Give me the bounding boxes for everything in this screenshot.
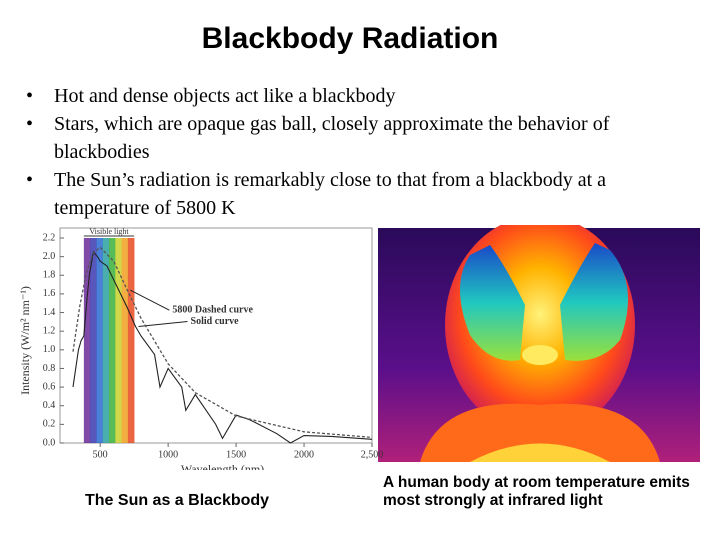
y-tick-label: 0.4 <box>43 400 56 411</box>
y-tick-label: 1.0 <box>43 344 56 355</box>
y-tick-label: 2.0 <box>43 251 56 262</box>
x-axis-label: Wavelength (nm) <box>181 462 264 470</box>
y-tick-label: 0.8 <box>43 363 56 374</box>
band-stripe <box>109 238 116 443</box>
band-stripe <box>121 238 129 443</box>
y-tick-label: 0.2 <box>43 419 56 430</box>
band-stripe <box>96 238 104 443</box>
caption: The Sun as a Blackbody <box>85 492 270 509</box>
x-tick-label: 1000 <box>158 449 178 460</box>
caption: A human body at room temperature emits m… <box>383 474 690 509</box>
series-line <box>72 250 373 444</box>
y-axis-label: Intensity (W/m² nm⁻¹) <box>18 286 32 395</box>
band-stripe <box>115 238 122 443</box>
bullet: Hot and dense objects act like a blackbo… <box>22 82 702 110</box>
bullet-list: Hot and dense objects act like a blackbo… <box>22 82 702 222</box>
y-tick-label: 1.6 <box>43 288 56 299</box>
annotation-arrow <box>130 289 170 311</box>
y-tick-label: 2.2 <box>43 232 56 243</box>
x-tick-label: 1500 <box>226 449 246 460</box>
y-tick-label: 1.2 <box>43 325 56 336</box>
series-annotation: Solid curve <box>191 316 240 327</box>
band-label: Visible light <box>89 227 129 236</box>
spectrum-chart: Visible light 0.0 0.2 0.4 0.6 0.8 1.0 1.2 1.4 1.6… <box>18 227 384 470</box>
slide-title: Blackbody Radiation <box>201 22 499 55</box>
bullet: The Sun’s radiation is remarkably close … <box>22 166 702 222</box>
y-tick-label: 1.4 <box>43 307 56 318</box>
bullet: Stars, which are opaque gas ball, closel… <box>22 110 702 166</box>
y-tick-label: 0.0 <box>43 437 56 448</box>
x-tick-label: 500 <box>93 449 108 460</box>
thermal-image <box>378 225 700 462</box>
band-stripe <box>83 238 91 443</box>
y-tick-label: 1.8 <box>43 270 56 281</box>
series-line <box>72 246 373 439</box>
series-annotation: 5800 Dashed curve <box>172 304 253 315</box>
y-tick-label: 0.6 <box>43 381 56 392</box>
annotation-arrow <box>138 321 188 328</box>
x-tick-label: 2,500 <box>361 449 384 460</box>
band-stripe <box>127 238 135 443</box>
figures: Visible light 0.0 0.2 0.4 0.6 0.8 1.0 1.2 1.4 1.6… <box>18 225 700 470</box>
band-stripe <box>102 238 110 443</box>
x-tick-label: 2000 <box>294 449 314 460</box>
band-stripe <box>90 238 97 443</box>
visible-band <box>83 238 135 443</box>
